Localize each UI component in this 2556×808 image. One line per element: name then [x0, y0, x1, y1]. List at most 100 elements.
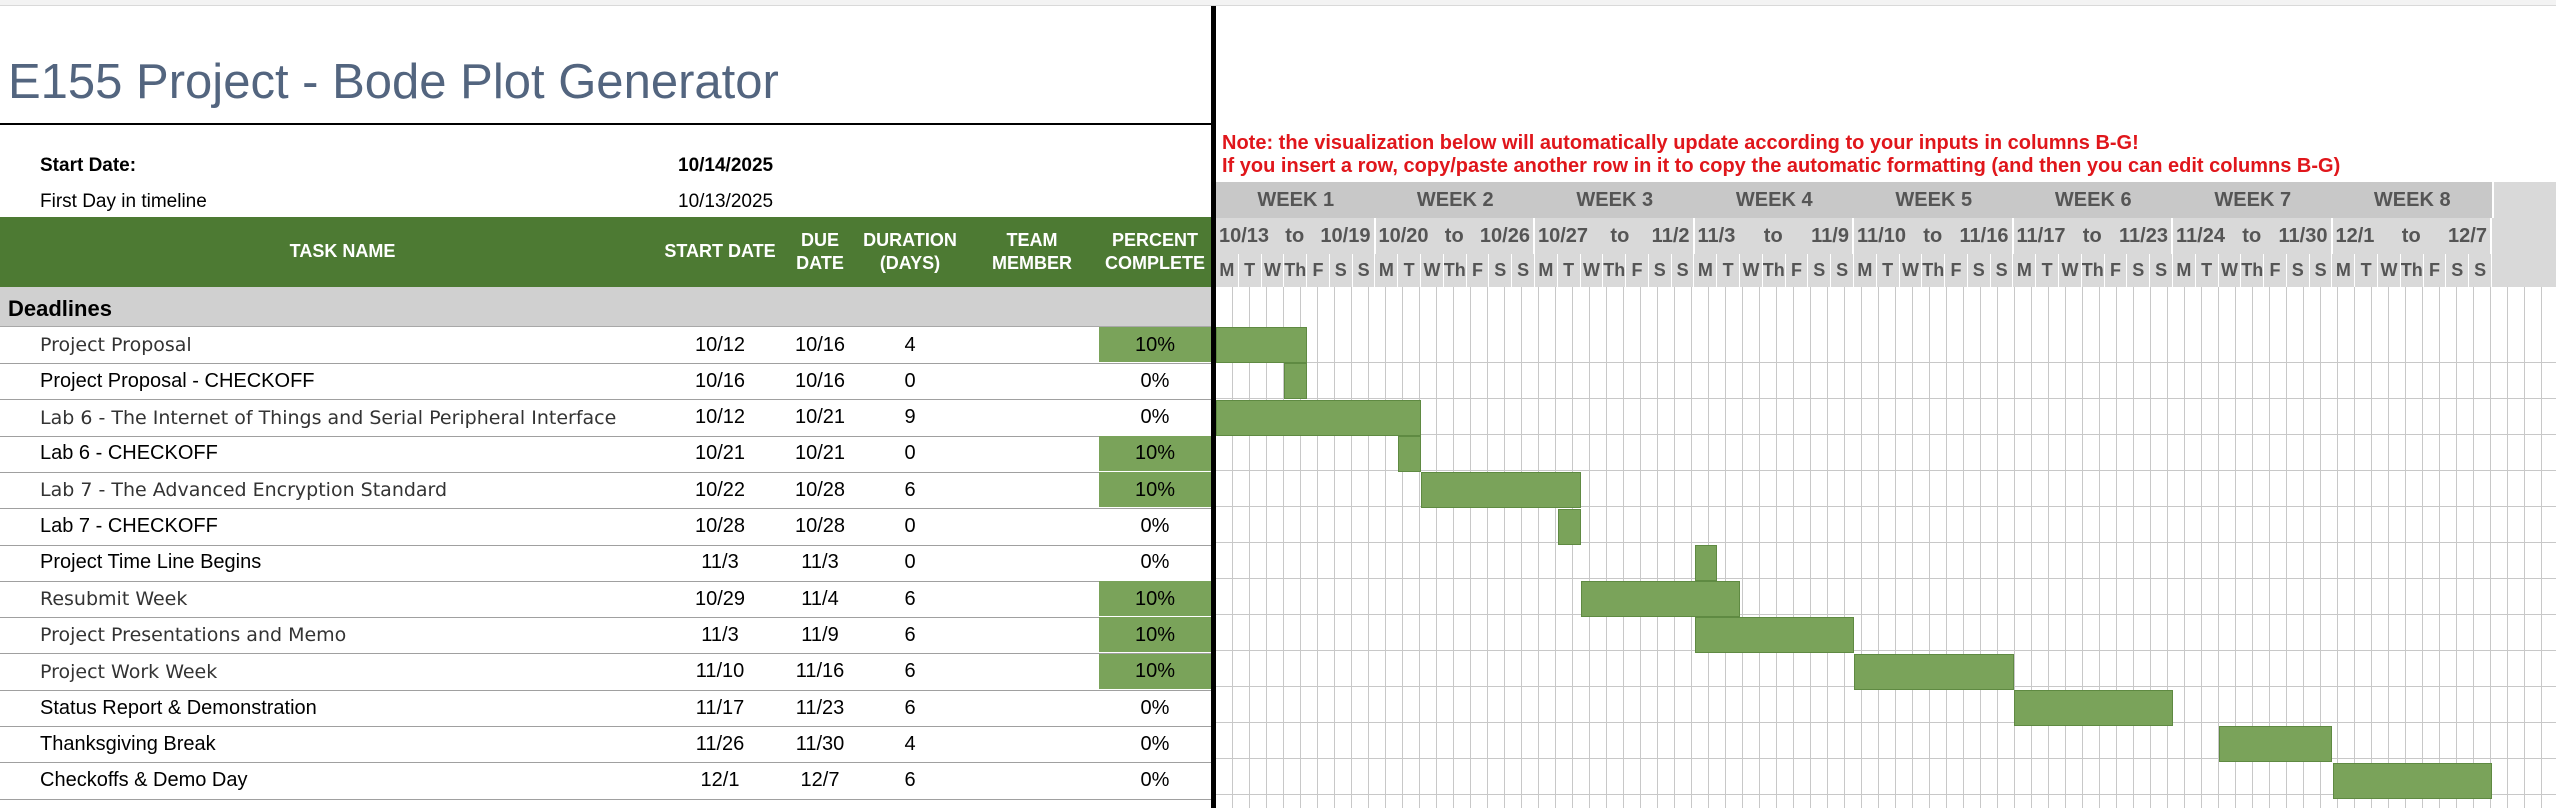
task-name-cell[interactable]: Lab 6 - The Internet of Things and Seria… [40, 406, 617, 429]
due-date-cell[interactable]: 11/16 [795, 660, 845, 683]
task-name-cell[interactable]: Project Presentations and Memo [40, 624, 347, 647]
table-row[interactable]: Thanksgiving Break 11/26 11/30 4 0% [0, 726, 1211, 764]
table-row[interactable]: Project Work Week 11/10 11/16 6 10% [0, 653, 1211, 691]
percent-complete-cell[interactable]: 10% [1134, 587, 1176, 610]
table-row[interactable]: Lab 6 - The Internet of Things and Seria… [0, 400, 1211, 437]
team-member-cell[interactable] [965, 581, 1099, 617]
duration-cell[interactable]: 6 [904, 769, 916, 792]
duration-cell[interactable]: 0 [904, 551, 916, 574]
duration-cell[interactable]: 0 [904, 369, 916, 392]
start-date-cell[interactable]: 11/10 [695, 660, 745, 683]
due-date-cell[interactable]: 10/28 [794, 515, 846, 537]
column-header-task-name[interactable]: TASK NAME [289, 241, 396, 262]
team-member-cell[interactable] [965, 436, 1099, 472]
task-name-cell[interactable]: Project Proposal - CHECKOFF [40, 369, 315, 392]
table-row[interactable]: Lab 6 - CHECKOFF 10/21 10/21 0 10% [0, 435, 1211, 473]
percent-complete-cell[interactable]: 0% [1140, 406, 1170, 429]
team-member-cell[interactable] [965, 400, 1099, 436]
due-date-cell[interactable]: 10/28 [794, 478, 846, 501]
start-date-cell[interactable]: 11/26 [695, 732, 745, 755]
due-date-cell[interactable]: 10/16 [794, 369, 846, 392]
due-date-cell[interactable]: 11/4 [801, 587, 839, 610]
table-row[interactable]: Project Presentations and Memo 11/3 11/9 6 1… [0, 617, 1211, 655]
duration-cell[interactable]: 9 [904, 406, 916, 429]
column-header-start-date[interactable]: START DATE [664, 241, 776, 262]
first-day-value[interactable]: 10/13/2025 [678, 191, 774, 212]
start-date-cell[interactable]: 10/28 [694, 515, 746, 537]
due-date-cell[interactable]: 10/21 [794, 406, 846, 429]
table-row[interactable]: Lab 7 - The Advanced Encryption Standard… [0, 472, 1211, 510]
due-date-cell[interactable]: 11/23 [795, 696, 845, 719]
percent-complete-cell[interactable]: 0% [1140, 696, 1170, 719]
team-member-cell[interactable] [965, 763, 1099, 799]
task-name-cell[interactable]: Lab 7 - CHECKOFF [40, 515, 218, 537]
table-row[interactable]: Checkoffs & Demo Day 12/1 12/7 6 0% [0, 763, 1211, 800]
team-member-cell[interactable] [965, 545, 1099, 581]
start-date-cell[interactable]: 10/21 [694, 442, 746, 465]
team-member-cell[interactable] [965, 690, 1099, 726]
duration-cell[interactable]: 6 [904, 623, 916, 646]
table-row[interactable]: Project Time Line Begins 11/3 11/3 0 0% [0, 545, 1211, 582]
task-name-cell[interactable]: Lab 6 - CHECKOFF [40, 442, 218, 465]
start-date-cell[interactable]: 11/3 [701, 623, 739, 646]
duration-cell[interactable]: 4 [904, 333, 916, 356]
task-name-cell[interactable]: Thanksgiving Break [40, 732, 216, 755]
table-row[interactable]: Project Proposal - CHECKOFF 10/16 10/16 0 0% [0, 363, 1211, 401]
start-date-cell[interactable]: 10/16 [694, 369, 746, 392]
start-date-cell[interactable]: 10/22 [694, 478, 746, 501]
due-date-cell[interactable]: 12/7 [800, 769, 840, 792]
duration-cell[interactable]: 6 [904, 660, 916, 683]
duration-cell[interactable]: 4 [904, 732, 916, 755]
start-date-cell[interactable]: 10/29 [694, 587, 746, 610]
task-name-cell[interactable]: Lab 7 - The Advanced Encryption Standard [40, 479, 448, 502]
due-date-cell[interactable]: 11/9 [801, 623, 839, 646]
team-member-cell[interactable] [965, 617, 1099, 653]
percent-complete-cell[interactable]: 0% [1140, 515, 1170, 537]
percent-complete-cell[interactable]: 10% [1134, 660, 1176, 683]
duration-cell[interactable]: 6 [904, 478, 916, 501]
column-header-percent-complete[interactable]: PERCENT COMPLETE [1104, 229, 1205, 273]
percent-complete-cell[interactable]: 0% [1140, 551, 1170, 574]
table-row[interactable]: Project Proposal 10/12 10/16 4 10% [0, 327, 1211, 364]
team-member-cell[interactable] [965, 726, 1099, 762]
table-row[interactable]: Status Report & Demonstration 11/17 11/23 6… [0, 690, 1211, 727]
percent-complete-cell[interactable]: 0% [1140, 369, 1170, 392]
task-name-cell[interactable]: Resubmit Week [40, 588, 188, 611]
task-name-cell[interactable]: Checkoffs & Demo Day [40, 769, 248, 792]
percent-complete-cell[interactable]: 0% [1140, 732, 1170, 755]
start-date-value[interactable]: 10/14/2025 [678, 155, 774, 176]
duration-cell[interactable]: 6 [904, 587, 916, 610]
duration-cell[interactable]: 6 [904, 696, 916, 719]
day-header: W [1740, 254, 1763, 287]
due-date-cell[interactable]: 11/30 [795, 732, 845, 755]
start-date-cell[interactable]: 12/1 [700, 769, 740, 792]
due-date-cell[interactable]: 10/21 [794, 442, 846, 465]
table-row[interactable]: Lab 7 - CHECKOFF 10/28 10/28 0 0% [0, 509, 1211, 546]
team-member-cell[interactable] [965, 472, 1099, 508]
team-member-cell[interactable] [965, 363, 1099, 399]
start-date-cell[interactable]: 10/12 [694, 406, 746, 429]
column-header-team-member[interactable]: TEAM MEMBER [992, 229, 1072, 273]
start-date-cell[interactable]: 11/3 [701, 551, 739, 574]
task-name-cell[interactable]: Status Report & Demonstration [40, 696, 317, 719]
percent-complete-cell[interactable]: 10% [1134, 478, 1176, 501]
percent-complete-cell[interactable]: 10% [1134, 442, 1176, 465]
duration-cell[interactable]: 0 [904, 515, 916, 537]
task-name-cell[interactable]: Project Proposal [40, 334, 192, 356]
column-header-duration[interactable]: DURATION (DAYS) [863, 229, 957, 273]
team-member-cell[interactable] [965, 327, 1099, 363]
percent-complete-cell[interactable]: 10% [1134, 623, 1176, 646]
due-date-cell[interactable]: 11/3 [801, 551, 839, 574]
percent-complete-cell[interactable]: 10% [1134, 333, 1176, 356]
due-date-cell[interactable]: 10/16 [794, 333, 846, 356]
column-header-due-date[interactable]: DUE DATE [796, 229, 844, 273]
start-date-cell[interactable]: 11/17 [695, 696, 745, 719]
team-member-cell[interactable] [965, 509, 1099, 545]
task-name-cell[interactable]: Project Work Week [40, 660, 218, 683]
task-name-cell[interactable]: Project Time Line Begins [40, 551, 262, 574]
team-member-cell[interactable] [965, 654, 1099, 690]
start-date-cell[interactable]: 10/12 [694, 333, 746, 356]
table-row[interactable]: Resubmit Week 10/29 11/4 6 10% [0, 581, 1211, 619]
duration-cell[interactable]: 0 [904, 442, 916, 465]
percent-complete-cell[interactable]: 0% [1140, 769, 1170, 792]
